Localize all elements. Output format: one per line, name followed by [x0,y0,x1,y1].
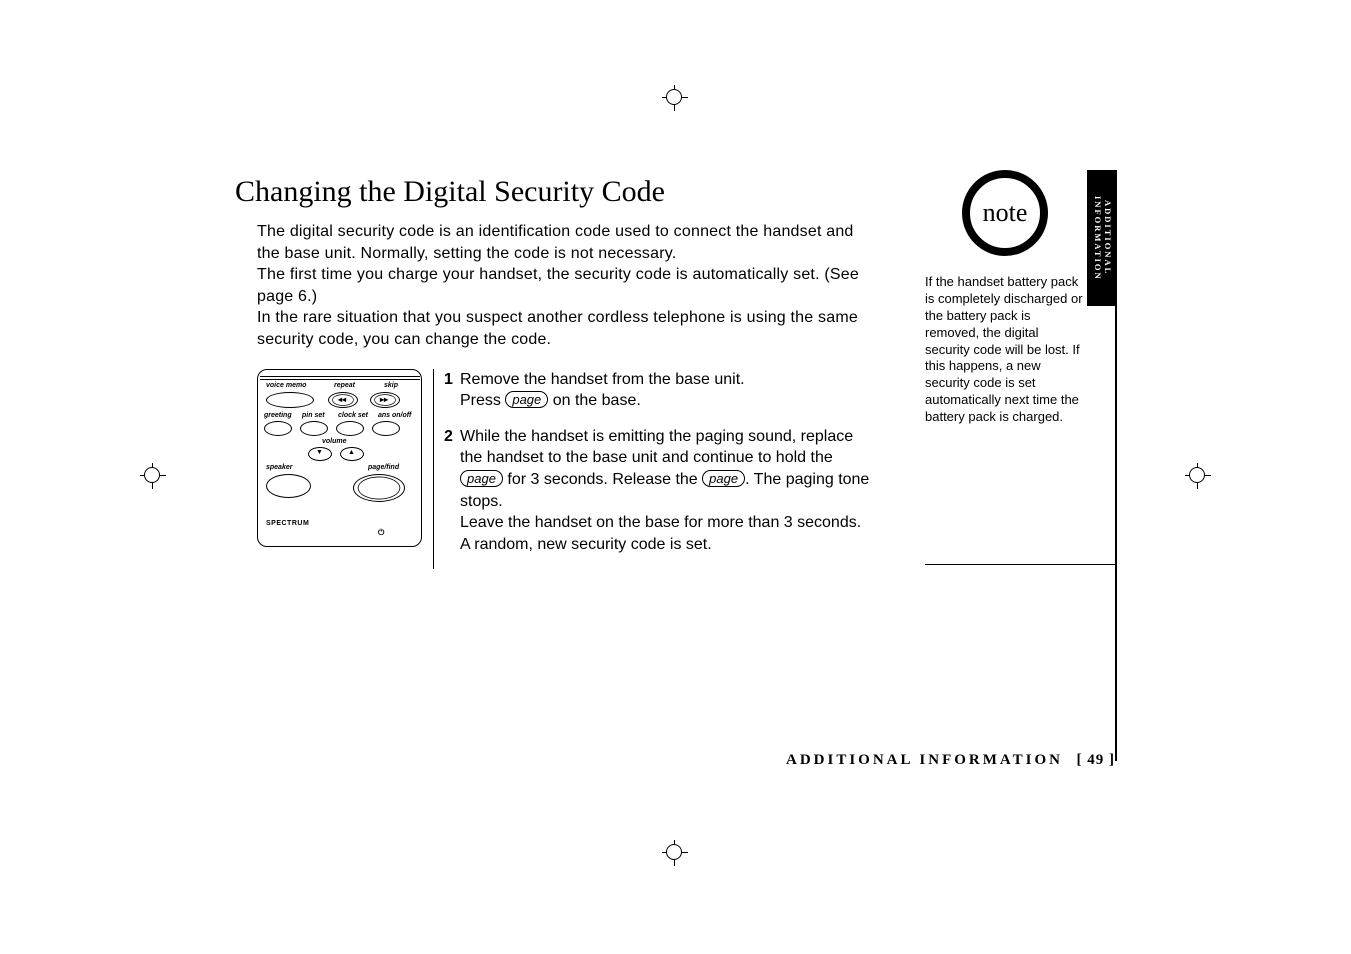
step-1-a: Remove the handset from the base unit. [460,371,745,388]
page-body: Changing the Digital Security Code The d… [235,175,1115,569]
reg-mark-left [140,463,166,489]
lbl-speaker: speaker [266,464,292,471]
step-2-num: 2 [444,426,460,556]
page-title: Changing the Digital Security Code [235,175,1115,209]
intro-p3: In the rare situation that you suspect a… [257,307,872,350]
step-1-b-post: on the base. [548,392,641,409]
right-border [1115,306,1117,761]
lbl-repeat: repeat [334,382,355,389]
lbl-skip: skip [384,382,398,389]
page-button-icon: page [505,391,548,408]
page-button-icon: page [702,470,745,487]
step-1: 1 Remove the handset from the base unit.… [444,369,874,412]
intro-p2: The first time you charge your handset, … [257,264,872,307]
lbl-spectrum: SPECTRUM [266,520,309,527]
step-2-a-mid: for 3 seconds. Release the [503,471,702,488]
lbl-clockset: clock set [338,412,368,419]
intro-block: The digital security code is an identifi… [257,221,872,351]
step-2-a-pre: While the handset is emitting the paging… [460,428,853,467]
page-footer: ADDITIONAL INFORMATION [ 49 ] [235,752,1115,769]
lbl-pinset: pin set [302,412,325,419]
lbl-ans: ans on/off [378,412,411,419]
step-1-b-pre: Press [460,392,505,409]
footer-section: ADDITIONAL INFORMATION [786,752,1063,768]
step-2-b: Leave the handset on the base for more t… [460,514,861,553]
lbl-greeting: greeting [264,412,292,419]
lbl-volume: volume [322,438,347,445]
intro-p1: The digital security code is an identifi… [257,221,872,264]
base-unit-illustration: voice memo repeat skip ◂◂ ▸▸ greeting pi… [257,369,422,547]
page-button-icon: page [460,470,503,487]
lbl-pagefind: page/find [368,464,399,471]
reg-mark-bottom [662,840,688,866]
reg-mark-top [662,85,688,111]
reg-mark-right [1185,463,1211,489]
step-1-num: 1 [444,369,460,412]
lbl-voice-memo: voice memo [266,382,306,389]
footer-page: [ 49 ] [1077,752,1116,768]
step-2: 2 While the handset is emitting the pagi… [444,426,874,556]
steps: 1 Remove the handset from the base unit.… [444,369,874,570]
